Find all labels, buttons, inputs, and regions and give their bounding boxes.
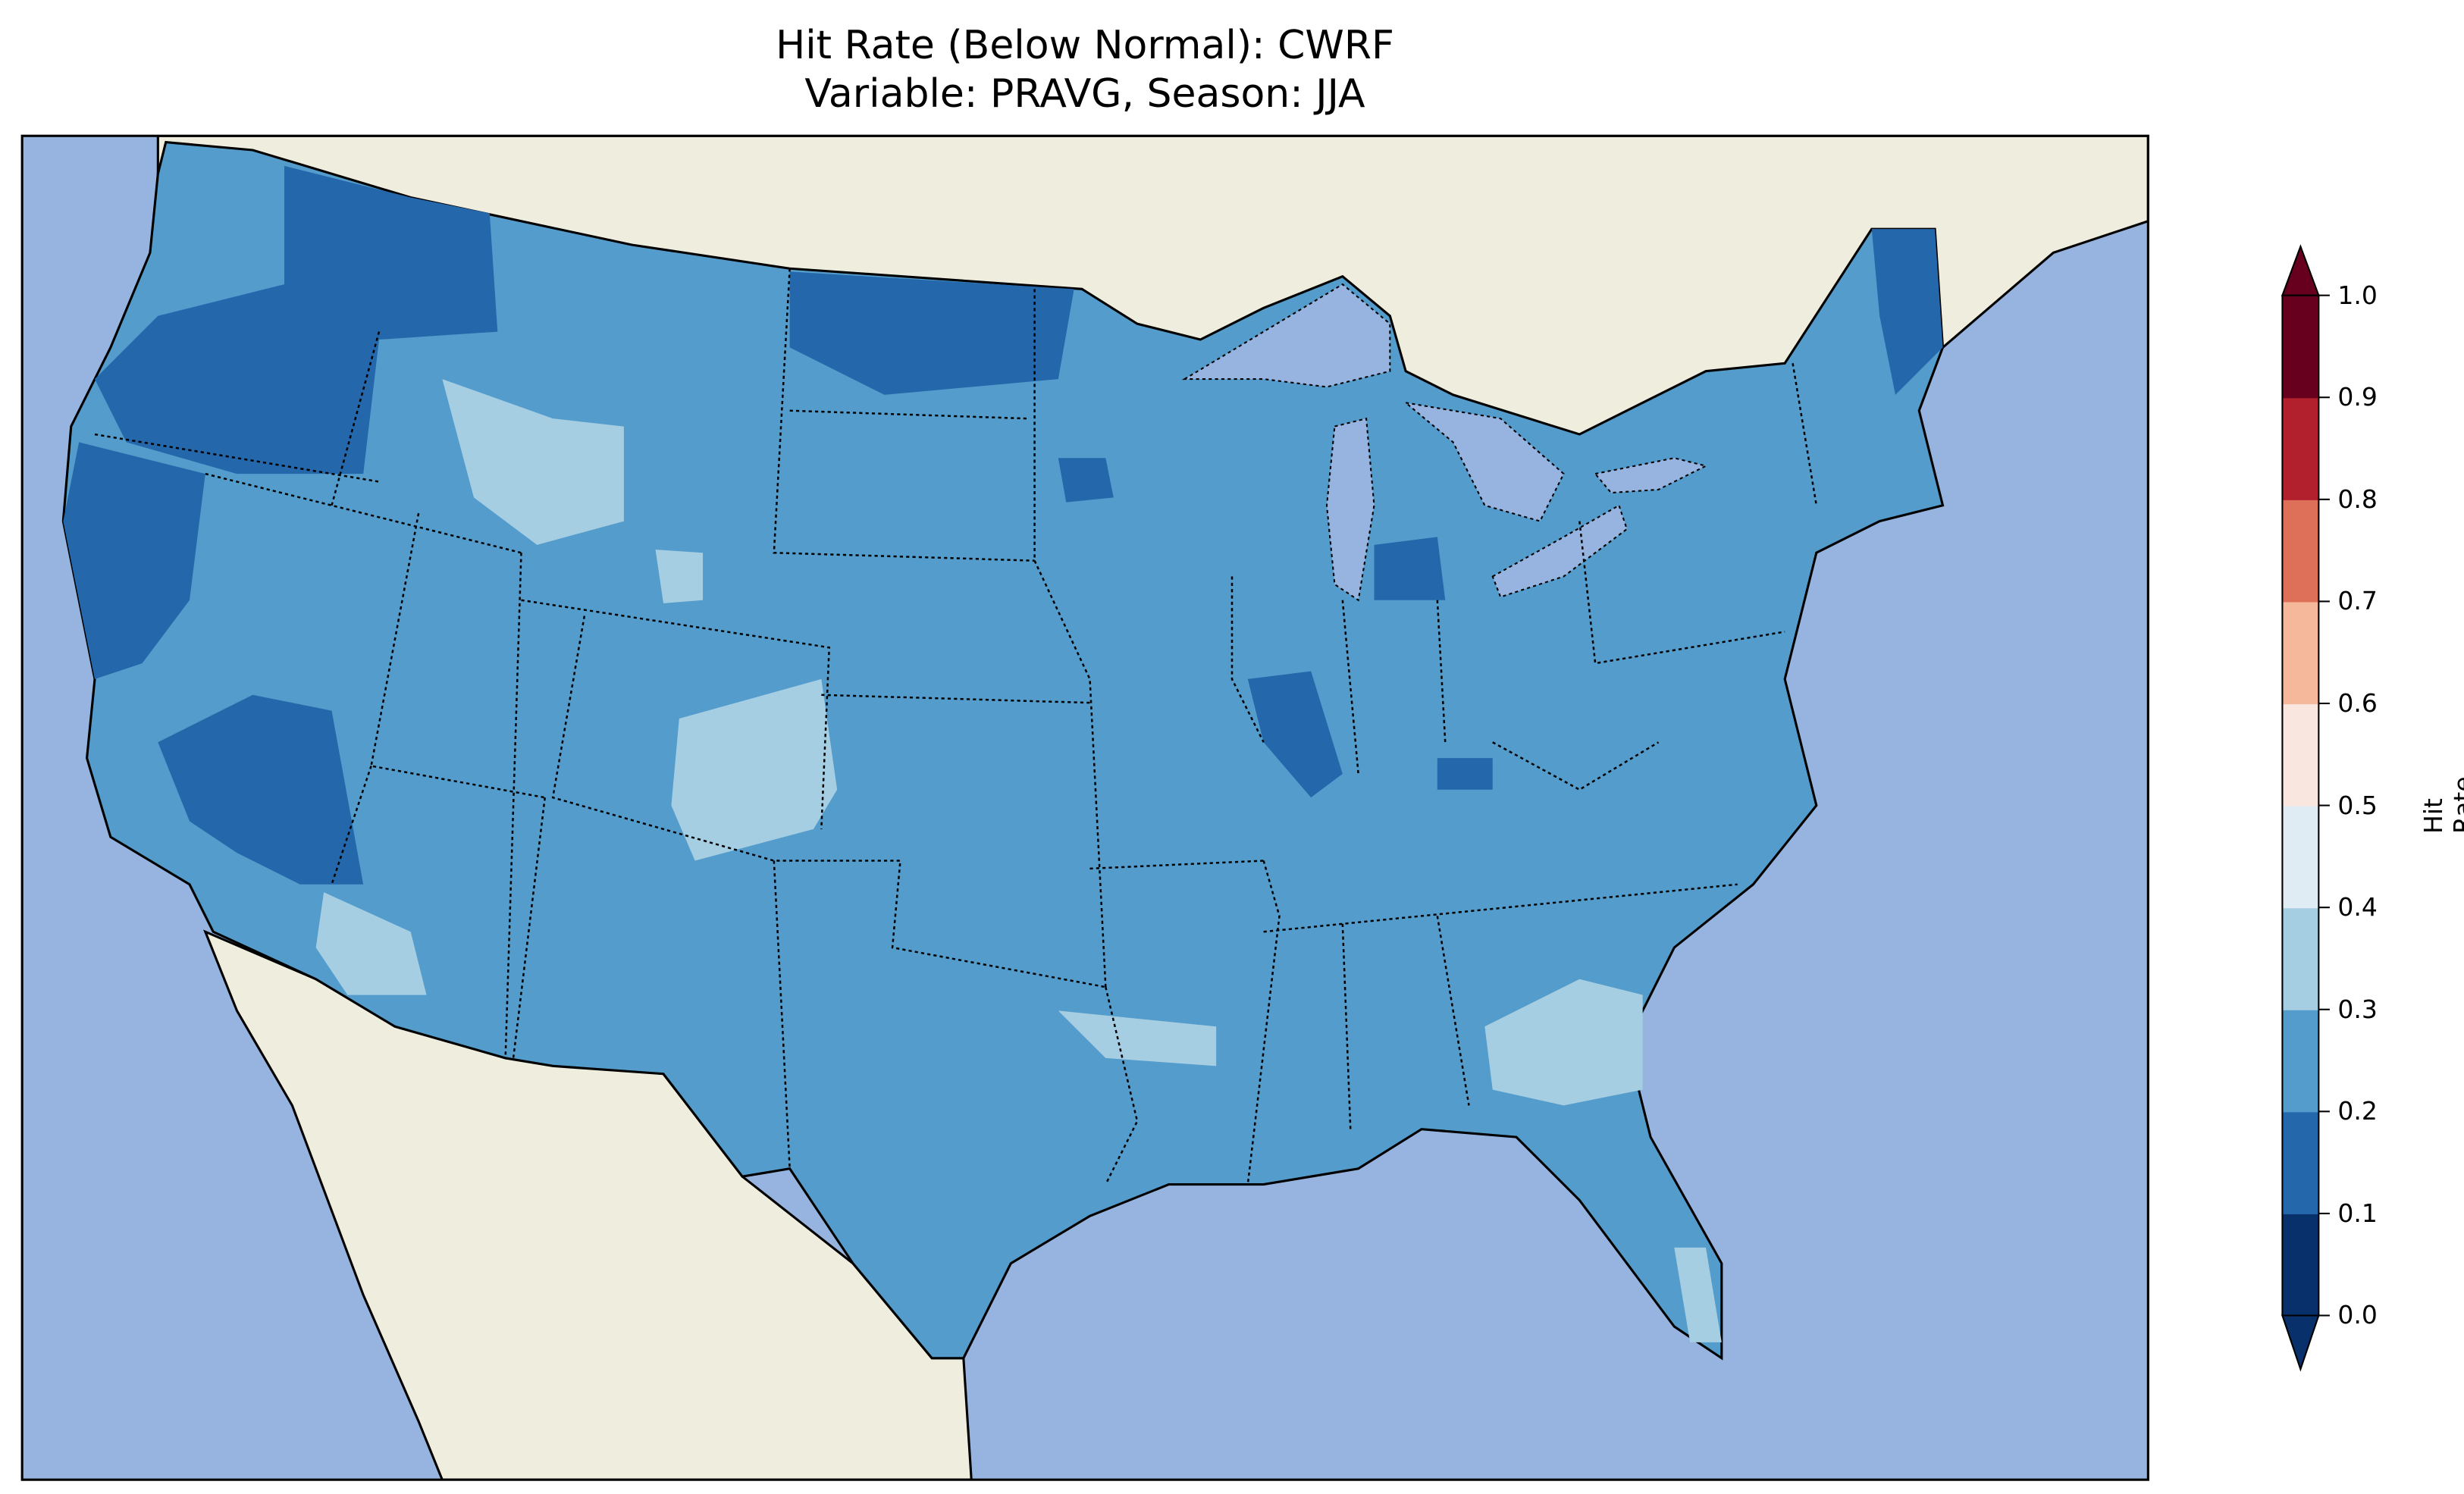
colorbar-segment <box>2282 1111 2319 1214</box>
title-line-2: Variable: PRAVG, Season: JJA <box>804 71 1365 117</box>
low-hitrate-areas <box>63 165 1943 885</box>
colorbar-segment <box>2282 805 2319 909</box>
colorbar-tick-label: 0.0 <box>2337 1300 2378 1330</box>
colorbar-tick-label: 0.4 <box>2337 892 2378 922</box>
colorbar-segment <box>2282 601 2319 705</box>
colorbar-tick-label: 0.9 <box>2337 382 2378 412</box>
map-frame <box>20 134 2149 1481</box>
colorbar-extend-min <box>2281 1314 2320 1372</box>
colorbar-extend-max <box>2281 244 2320 296</box>
great-lakes <box>1181 283 1708 602</box>
colorbar-segment <box>2282 499 2319 603</box>
colorbar-segment <box>2282 397 2319 500</box>
chart-title: Hit Rate (Below Normal): CWRF Variable: … <box>22 21 2148 118</box>
colorbar-segment <box>2282 703 2319 807</box>
colorbar-tick-label: 0.7 <box>2337 586 2378 616</box>
colorbar-tick-label: 1.0 <box>2337 280 2378 310</box>
colorbar-label: Hit Rate <box>2419 776 2464 834</box>
state-borders <box>94 268 1818 1185</box>
colorbar-tick-label: 0.1 <box>2337 1198 2378 1228</box>
colorbar-segment <box>2282 1213 2319 1317</box>
colorbar-tick-label: 0.2 <box>2337 1096 2378 1126</box>
colorbar-segment <box>2282 907 2319 1010</box>
high-hitrate-areas <box>315 379 1722 1342</box>
colorbar-tick-label: 0.8 <box>2337 484 2378 514</box>
colorbar <box>2281 244 2330 1372</box>
colorbar-segment <box>2282 295 2319 399</box>
title-line-1: Hit Rate (Below Normal): CWRF <box>776 23 1394 68</box>
colorbar-tick-label: 0.3 <box>2337 994 2378 1024</box>
colorbar-tick-label: 0.6 <box>2337 687 2378 718</box>
colorbar-tick-label: 0.5 <box>2337 790 2378 820</box>
colorbar-segment <box>2282 1009 2319 1113</box>
